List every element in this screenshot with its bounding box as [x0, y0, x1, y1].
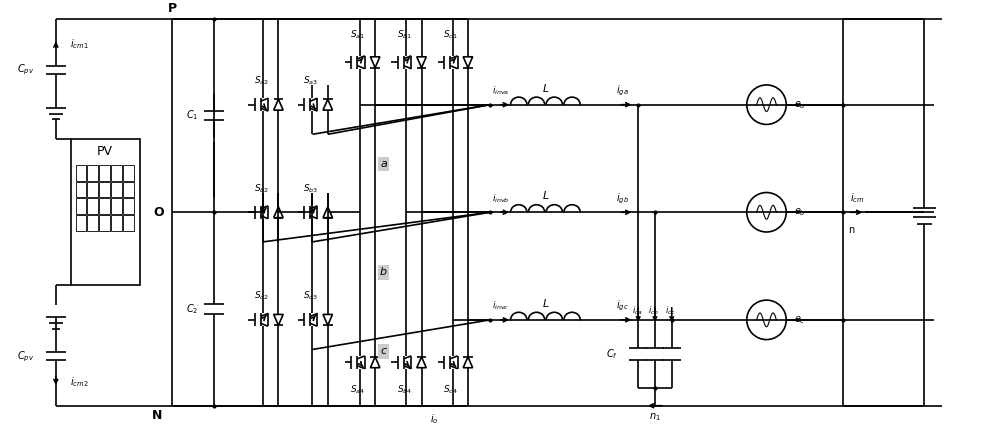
Bar	[76, 199, 86, 214]
Text: $i_{gc}$: $i_{gc}$	[616, 299, 629, 313]
Bar	[111, 215, 122, 231]
Text: a: a	[380, 159, 387, 169]
Polygon shape	[274, 315, 283, 325]
Polygon shape	[323, 207, 333, 218]
Text: $i_{invc}$: $i_{invc}$	[492, 300, 509, 312]
Text: $S_{c4}$: $S_{c4}$	[443, 383, 458, 396]
Bar	[99, 215, 110, 231]
Text: $i_{cm}$: $i_{cm}$	[850, 192, 865, 205]
Polygon shape	[417, 357, 426, 368]
Bar	[76, 181, 86, 197]
Text: $S_{a4}$: $S_{a4}$	[350, 383, 365, 396]
Text: c: c	[380, 346, 387, 357]
Bar	[123, 199, 134, 214]
Text: $S_{c3}$: $S_{c3}$	[303, 290, 318, 303]
Text: $i_{cc}$: $i_{cc}$	[665, 304, 676, 317]
Bar	[71, 139, 140, 285]
Polygon shape	[370, 357, 380, 368]
Text: $e_b$: $e_b$	[794, 206, 806, 218]
Text: $S_{b3}$: $S_{b3}$	[303, 182, 318, 195]
Text: $S_{a1}$: $S_{a1}$	[350, 28, 365, 41]
Polygon shape	[463, 357, 473, 368]
Text: b: b	[380, 268, 387, 277]
Bar	[123, 181, 134, 197]
Polygon shape	[323, 315, 333, 325]
Text: $S_{b4}$: $S_{b4}$	[397, 383, 412, 396]
Text: O: O	[154, 206, 164, 219]
Bar	[87, 215, 98, 231]
Polygon shape	[417, 57, 426, 68]
Text: PV: PV	[97, 145, 113, 158]
Text: $S_{a2}$: $S_{a2}$	[254, 75, 269, 87]
Text: P: P	[168, 3, 177, 15]
Text: $i_{cm2}$: $i_{cm2}$	[70, 375, 88, 389]
Text: $C_{pv}$: $C_{pv}$	[17, 349, 34, 363]
Bar	[87, 165, 98, 181]
Text: $i_{invb}$: $i_{invb}$	[492, 192, 510, 205]
Text: $S_{b2}$: $S_{b2}$	[254, 182, 269, 195]
Polygon shape	[370, 57, 380, 68]
Bar	[87, 199, 98, 214]
Text: L: L	[542, 191, 549, 202]
Text: N: N	[152, 409, 162, 422]
Text: $i_{ca}$: $i_{ca}$	[632, 304, 643, 317]
Text: $e_c$: $e_c$	[794, 314, 806, 326]
Polygon shape	[274, 207, 283, 218]
Text: $i_{cb}$: $i_{cb}$	[648, 304, 659, 317]
Text: $i_{cm1}$: $i_{cm1}$	[70, 38, 88, 51]
Text: $i_{inva}$: $i_{inva}$	[492, 85, 510, 97]
Bar	[111, 165, 122, 181]
Text: $C_f$: $C_f$	[606, 348, 618, 361]
Text: $i_{ga}$: $i_{ga}$	[616, 83, 629, 98]
Text: $S_{b1}$: $S_{b1}$	[397, 28, 412, 41]
Bar	[99, 181, 110, 197]
Bar	[123, 165, 134, 181]
Text: $C_2$: $C_2$	[186, 302, 198, 316]
Bar	[76, 215, 86, 231]
Bar	[123, 215, 134, 231]
Bar	[87, 181, 98, 197]
Text: $n_1$: $n_1$	[649, 412, 661, 423]
Polygon shape	[323, 99, 333, 110]
Text: $S_{a3}$: $S_{a3}$	[303, 75, 318, 87]
Text: $C_{pv}$: $C_{pv}$	[17, 63, 34, 77]
Text: $i_{gb}$: $i_{gb}$	[616, 191, 629, 205]
Polygon shape	[463, 57, 473, 68]
Bar	[99, 199, 110, 214]
Bar	[99, 165, 110, 181]
Text: L: L	[542, 84, 549, 94]
Text: $C_1$: $C_1$	[186, 109, 198, 122]
Bar	[111, 181, 122, 197]
Bar	[111, 199, 122, 214]
Bar	[76, 165, 86, 181]
Text: $S_{c2}$: $S_{c2}$	[254, 290, 268, 303]
Text: L: L	[542, 299, 549, 309]
Text: n: n	[848, 225, 855, 235]
Polygon shape	[274, 99, 283, 110]
Text: $S_{c1}$: $S_{c1}$	[443, 28, 458, 41]
Text: $e_a$: $e_a$	[794, 99, 806, 110]
Text: $i_o$: $i_o$	[430, 413, 438, 426]
